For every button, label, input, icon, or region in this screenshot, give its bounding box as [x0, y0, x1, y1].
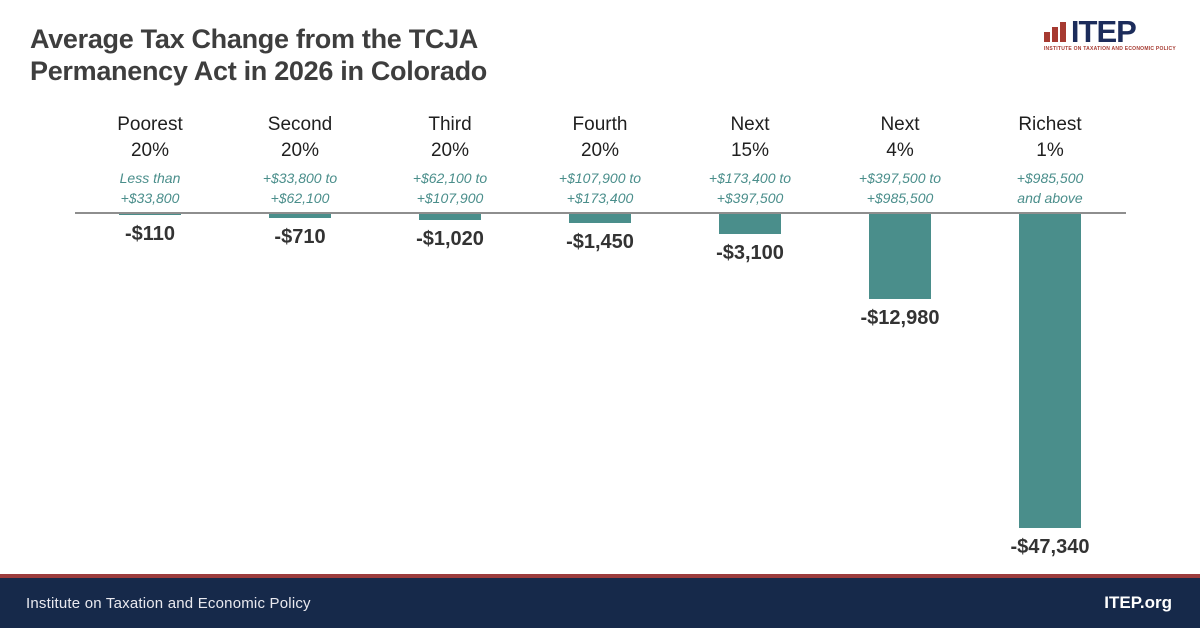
footer-website-link[interactable]: ITEP.org — [1104, 593, 1172, 612]
chart-column-next-4: Next 4% +$397,500 to +$985,500 -$12,980 — [825, 112, 975, 559]
income-range-label: +$107,900 to +$173,400 — [558, 170, 642, 206]
bar-fourth-20 — [569, 213, 631, 223]
chart-column-second-20: Second 20% +$33,800 to +$62,100 -$710 — [225, 112, 375, 559]
bar-value-label: -$710 — [274, 226, 326, 248]
footer-org-name: Institute on Taxation and Economic Polic… — [26, 594, 311, 612]
bar-next-4 — [869, 213, 931, 299]
income-range-label: +$33,800 to +$62,100 — [262, 170, 338, 206]
itep-logo-top: ITEP — [1043, 14, 1137, 49]
bar-value-label: -$1,020 — [416, 228, 484, 250]
chart-column-fourth-20: Fourth 20% +$107,900 to +$173,400 -$1,45… — [525, 112, 675, 559]
bar-chart-icon — [1043, 22, 1066, 42]
income-range-label: +$62,100 to +$107,900 — [412, 170, 488, 206]
category-label: Second 20% — [267, 114, 333, 161]
itep-logo: ITEP INSTITUTE ON TAXATION AND ECONOMIC … — [1043, 14, 1176, 52]
bar-richest-1 — [1019, 213, 1081, 528]
tax-change-bar-chart: Poorest 20% Less than +$33,800 -$110 Sec… — [75, 112, 1125, 559]
category-label: Richest 1% — [1018, 114, 1082, 161]
bar-value-label: -$1,450 — [566, 231, 634, 253]
footer-accent-line — [0, 574, 1200, 578]
bar-poorest-20 — [119, 213, 181, 215]
income-range-label: +$985,500 and above — [1016, 170, 1084, 206]
chart-column-next-15: Next 15% +$173,400 to +$397,500 -$3,100 — [675, 112, 825, 559]
zero-axis-line — [75, 212, 1126, 214]
bar-value-label: -$110 — [124, 223, 176, 245]
chart-column-richest-1: Richest 1% +$985,500 and above -$47,340 — [975, 112, 1125, 559]
chart-column-poorest-20: Poorest 20% Less than +$33,800 -$110 — [75, 112, 225, 559]
category-label: Fourth 20% — [572, 114, 628, 161]
income-range-label: Less than +$33,800 — [119, 170, 181, 206]
bar-value-label: -$12,980 — [860, 307, 940, 329]
bar-value-label: -$47,340 — [1010, 536, 1090, 558]
logo-bar-medium — [1051, 27, 1058, 42]
page-title: Average Tax Change from the TCJA Permane… — [30, 24, 487, 86]
category-label: Third 20% — [428, 114, 472, 161]
bar-next-15 — [719, 213, 781, 234]
income-range-label: +$397,500 to +$985,500 — [858, 170, 942, 206]
category-label: Poorest 20% — [117, 114, 183, 161]
bar-value-label: -$3,100 — [716, 242, 784, 264]
category-label: Next 4% — [880, 114, 920, 161]
itep-logo-wordmark: ITEP — [1070, 14, 1137, 49]
income-range-label: +$173,400 to +$397,500 — [708, 170, 792, 206]
itep-logo-tagline: INSTITUTE ON TAXATION AND ECONOMIC POLIC… — [1043, 46, 1176, 52]
footer-bar: Institute on Taxation and Economic Polic… — [0, 578, 1200, 628]
chart-column-third-20: Third 20% +$62,100 to +$107,900 -$1,020 — [375, 112, 525, 559]
logo-bar-large — [1059, 22, 1066, 42]
bar-second-20 — [269, 213, 331, 218]
bar-third-20 — [419, 213, 481, 220]
category-label: Next 15% — [730, 114, 770, 161]
logo-bar-small — [1043, 32, 1050, 42]
